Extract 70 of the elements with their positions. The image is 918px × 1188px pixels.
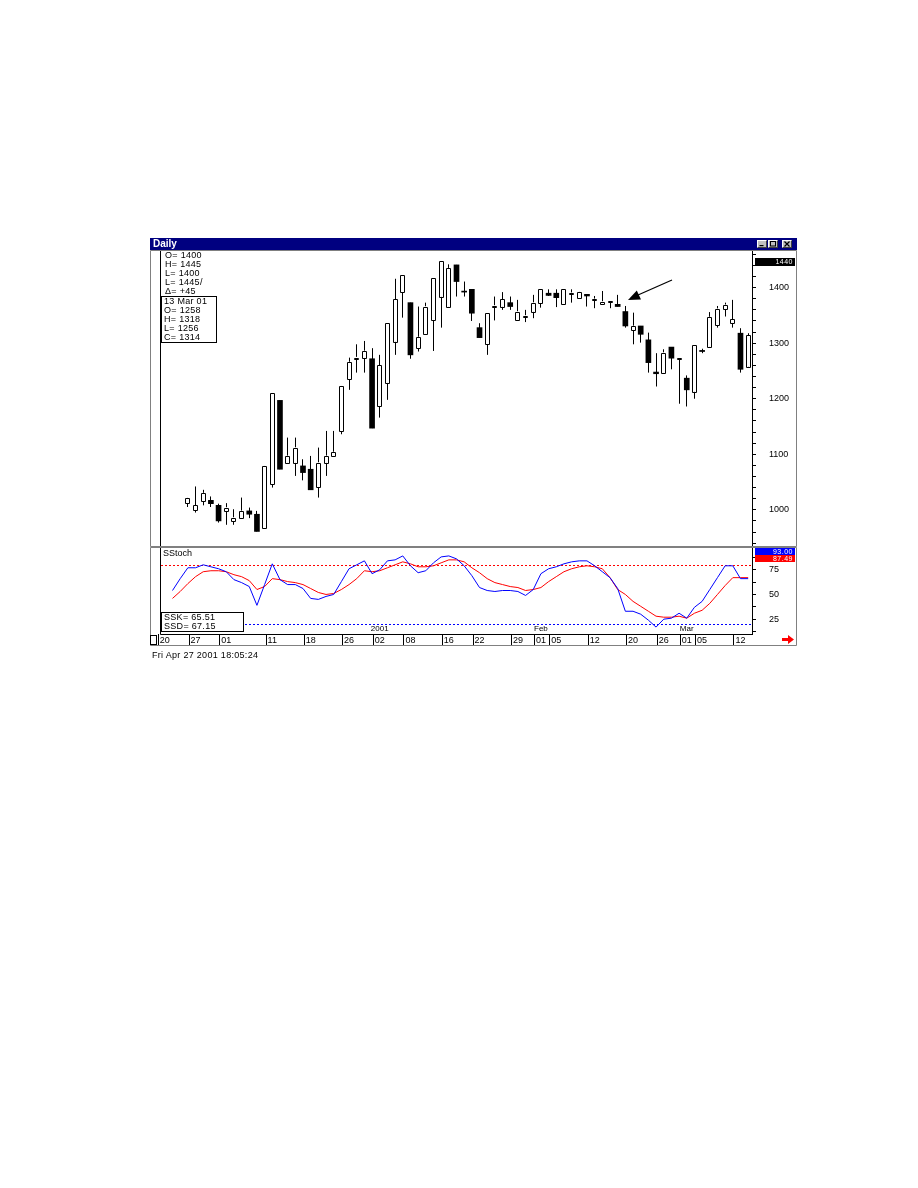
annotation: 2001 (370, 624, 389, 633)
candlestick (484, 312, 491, 356)
candlestick (376, 354, 383, 419)
candlestick (238, 497, 245, 519)
x-tick-label: 18 (305, 634, 316, 645)
annotation: O= 1258 (164, 305, 202, 315)
annotation: O= 1400 (165, 250, 203, 260)
x-tick-label: 05 (697, 634, 708, 645)
annotation: SSD= 67.15 (164, 621, 217, 631)
candlestick (254, 510, 260, 532)
x-tick-label: 12 (589, 634, 600, 645)
annotation: L= 1400 (165, 268, 201, 278)
annotation: Feb (534, 624, 548, 633)
y-tick-label: 25 (769, 613, 780, 624)
x-tick-label: 20 (628, 634, 639, 645)
x-tick-label: 27 (190, 634, 201, 645)
candlestick (330, 430, 337, 457)
candlestick (677, 357, 682, 405)
x-tick-label: 12 (735, 634, 746, 645)
candlestick (515, 299, 521, 321)
annotation: Mar (679, 624, 694, 633)
x-tick-label: 01 (221, 634, 232, 645)
x-tick-label: 01 (681, 634, 692, 645)
chart-title: Daily (153, 238, 177, 250)
y-tick-label: 1400 (769, 282, 790, 293)
y-tick-label: 1100 (769, 448, 789, 459)
x-tick-label: 20 (159, 634, 170, 645)
candlestick (415, 306, 421, 353)
annotation: C= 1314 (164, 332, 202, 342)
chart-title: SStoch (163, 548, 193, 558)
y-tick-label: 1000 (769, 504, 790, 515)
y-tick-label: 75 (769, 564, 780, 575)
candlestick (192, 485, 199, 514)
annotation: L= 1256 (164, 323, 200, 333)
annotation: L= 1445/ (165, 277, 204, 287)
x-tick-label: 08 (405, 634, 416, 645)
candlestick (714, 305, 721, 329)
x-tick-label: 16 (443, 634, 454, 645)
candlestick (584, 293, 590, 308)
x-tick-label: 22 (474, 634, 485, 645)
x-tick-label: 11 (267, 634, 277, 645)
candlestick (399, 274, 406, 319)
candlestick (300, 458, 306, 481)
candlestick (430, 277, 437, 352)
x-tick-label: 02 (374, 634, 385, 645)
x-tick-label: 01 (535, 634, 546, 645)
candlestick (338, 385, 345, 435)
candlestick (315, 447, 322, 499)
candlestick (422, 302, 429, 335)
x-tick-label: 05 (551, 634, 562, 645)
x-tick-label: 29 (512, 634, 523, 645)
annotation: Δ= +45 (165, 286, 197, 296)
text: Fri Apr 27 2001 18:05:24 (152, 650, 260, 660)
x-tick-label: 26 (658, 634, 669, 645)
annotation: SSK= 65.51 (164, 612, 217, 622)
candlestick (630, 312, 636, 345)
candlestick (668, 346, 675, 370)
candlestick (223, 502, 230, 526)
y-tick-label: 1200 (769, 393, 790, 404)
x-tick-label: 26 (344, 634, 355, 645)
annotation: H= 1445 (165, 259, 203, 269)
annotation: 13 Mar 01 (164, 296, 209, 306)
candlestick (346, 357, 352, 391)
readout-box: SSK= 65.51 SSD= 67.15 (161, 612, 244, 632)
annotation: H= 1318 (164, 314, 202, 324)
candlestick (261, 465, 268, 529)
y-tick-label: 50 (769, 588, 780, 599)
y-tick-label: 1300 (769, 337, 790, 348)
candlestick (653, 352, 659, 388)
candlestick (683, 374, 690, 407)
